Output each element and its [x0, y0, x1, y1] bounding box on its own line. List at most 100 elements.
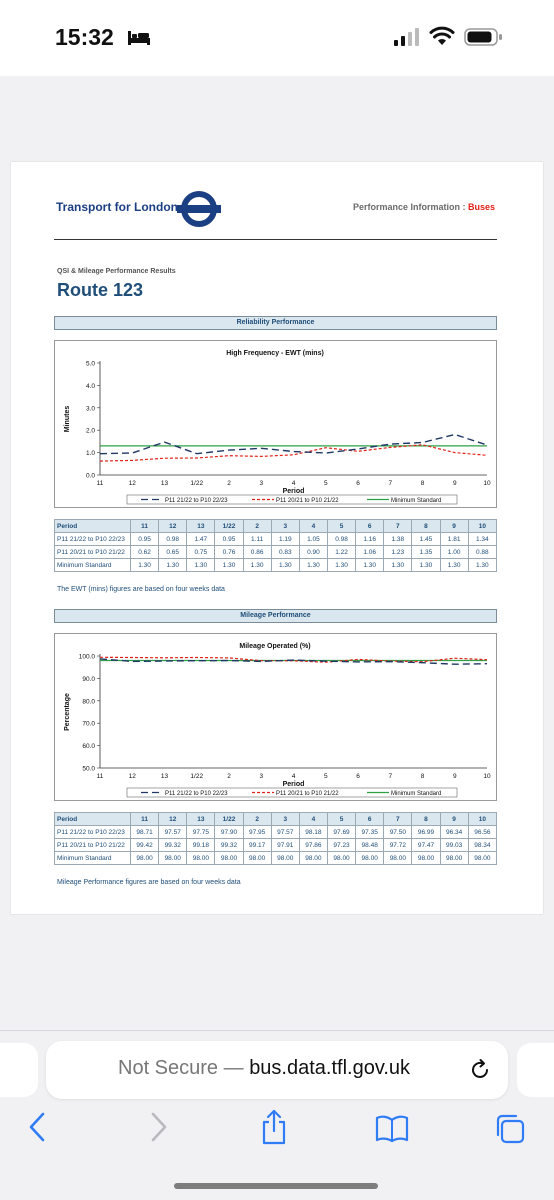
table-cell: 98.00	[467, 851, 498, 865]
row-label: Minimum Standard	[54, 558, 131, 572]
share-icon[interactable]	[259, 1109, 289, 1145]
table-cell: 97.50	[383, 825, 413, 839]
table-header-cell: 4	[298, 519, 328, 533]
table-header-cell: 3	[270, 812, 300, 826]
y-tick-label: 70.0	[82, 721, 95, 728]
table-cell: 0.98	[158, 532, 188, 546]
table-cell: 1.11	[242, 532, 272, 546]
y-tick-label: 1.0	[86, 450, 95, 457]
table-cell: 97.95	[242, 825, 272, 839]
table-cell: 97.75	[186, 825, 216, 839]
x-axis-label: Period	[283, 488, 305, 495]
table-cell: 1.30	[298, 558, 328, 572]
battery-icon	[464, 28, 502, 46]
table-cell: 97.72	[383, 838, 413, 852]
table-cell: 1.30	[439, 558, 469, 572]
status-bar: 15:32	[0, 0, 554, 76]
performance-info-prefix: Performance Information :	[352, 202, 468, 212]
table-cell: 97.23	[326, 838, 357, 852]
table-header-cell: 8	[411, 812, 441, 826]
safari-bottom-bar: Not Secure — bus.data.tfl.gov.uk	[0, 1030, 554, 1200]
table-cell: 1.38	[383, 532, 413, 546]
table-cell: 98.00	[355, 851, 385, 865]
x-tick-label: 6	[356, 480, 360, 487]
table-header-row: Period 11 12 13 1/22 2 3 4 5 6 7 8 9 10	[54, 519, 498, 533]
cellular-signal-icon	[394, 28, 419, 46]
table-header-cell: Period	[54, 519, 131, 533]
y-tick-label: 3.0	[86, 405, 95, 412]
table-header-cell: 13	[186, 519, 216, 533]
table-cell: 98.00	[186, 851, 216, 865]
table-header-cell: 4	[298, 812, 328, 826]
performance-info-buses: Buses	[467, 202, 495, 212]
table-cell: 97.90	[214, 825, 244, 839]
table-header-cell: 7	[383, 519, 413, 533]
tabs-icon[interactable]	[494, 1113, 526, 1145]
table-cell: 0.95	[129, 532, 160, 546]
table-header-cell: 2	[242, 812, 272, 826]
y-axis-label: Minutes	[64, 406, 71, 433]
row-label: P11 20/21 to P10 21/22	[54, 838, 131, 852]
table-row: P11 21/22 to P10 22/23 0.95 0.98 1.47 0.95 1.…	[54, 532, 498, 546]
table-cell: 98.00	[411, 851, 441, 865]
table-header-cell: 2	[242, 519, 272, 533]
table-cell: 98.00	[129, 851, 160, 865]
table-cell: 99.42	[129, 838, 160, 852]
table-cell: 98.00	[439, 851, 469, 865]
x-tick-label: 3	[259, 773, 263, 780]
table-header-cell: 8	[411, 519, 441, 533]
y-tick-label: 60.0	[82, 743, 95, 750]
table-header-cell: 6	[355, 519, 385, 533]
x-tick-label: 1/22	[190, 773, 203, 780]
address-bar[interactable]: Not Secure — bus.data.tfl.gov.uk	[46, 1041, 508, 1099]
table-cell: 1.30	[411, 558, 441, 572]
table-header-cell: 10	[467, 812, 498, 826]
table-cell: 98.34	[467, 838, 498, 852]
next-tab-pill[interactable]	[517, 1043, 554, 1097]
table-cell: 1.30	[214, 558, 244, 572]
previous-tab-pill[interactable]	[0, 1043, 38, 1097]
x-tick-label: 12	[129, 773, 137, 780]
table-cell: 1.16	[355, 532, 385, 546]
table-cell: 97.69	[326, 825, 357, 839]
legend-label: P11 20/21 to P10 21/22	[276, 791, 339, 797]
home-indicator	[174, 1183, 378, 1189]
series-line-1	[99, 658, 488, 665]
x-tick-label: 9	[453, 480, 457, 487]
table-cell: 98.00	[214, 851, 244, 865]
table-header-cell: 1/22	[214, 519, 244, 533]
table-cell: 0.98	[326, 532, 357, 546]
mileage-section-header: Mileage Performance	[54, 609, 497, 623]
x-tick-label: 13	[161, 773, 169, 780]
table-cell: 1.30	[326, 558, 357, 572]
mileage-chart-svg: Mileage Operated (%) 50.0 60.0 70.0 80.0 90.0…	[64, 643, 491, 798]
table-header-cell: 10	[467, 519, 498, 533]
table-cell: 1.30	[355, 558, 385, 572]
y-tick-label: 100.0	[79, 654, 96, 661]
table-cell: 97.57	[270, 825, 300, 839]
back-icon[interactable]	[26, 1111, 50, 1143]
legend-label: P11 21/22 to P10 22/23	[165, 498, 228, 504]
x-tick-label: 11	[97, 773, 104, 780]
table-cell: 1.30	[186, 558, 216, 572]
y-tick-label: 80.0	[82, 698, 95, 705]
table-row: Minimum Standard 98.00 98.00 98.00 98.00 98.0…	[54, 851, 498, 865]
table-cell: 99.32	[158, 838, 188, 852]
not-secure-label: Not Secure	[118, 1057, 219, 1079]
table-cell: 98.00	[158, 851, 188, 865]
series-line-2	[99, 656, 488, 663]
table-cell: 1.19	[270, 532, 300, 546]
url-text[interactable]: Not Secure — bus.data.tfl.gov.uk	[118, 1057, 410, 1080]
row-label: P11 21/22 to P10 22/23	[54, 825, 131, 839]
x-tick-label: 3	[259, 480, 263, 487]
table-cell: 1.34	[467, 532, 498, 546]
forward-icon[interactable]	[146, 1111, 170, 1143]
table-cell: 96.34	[439, 825, 469, 839]
table-cell: 0.90	[298, 545, 328, 559]
reload-icon[interactable]	[468, 1058, 492, 1082]
status-time: 15:32	[55, 24, 114, 50]
bookmarks-icon[interactable]	[375, 1115, 409, 1143]
table-cell: 0.95	[214, 532, 244, 546]
table-cell: 97.35	[355, 825, 385, 839]
x-tick-label: 7	[388, 773, 392, 780]
